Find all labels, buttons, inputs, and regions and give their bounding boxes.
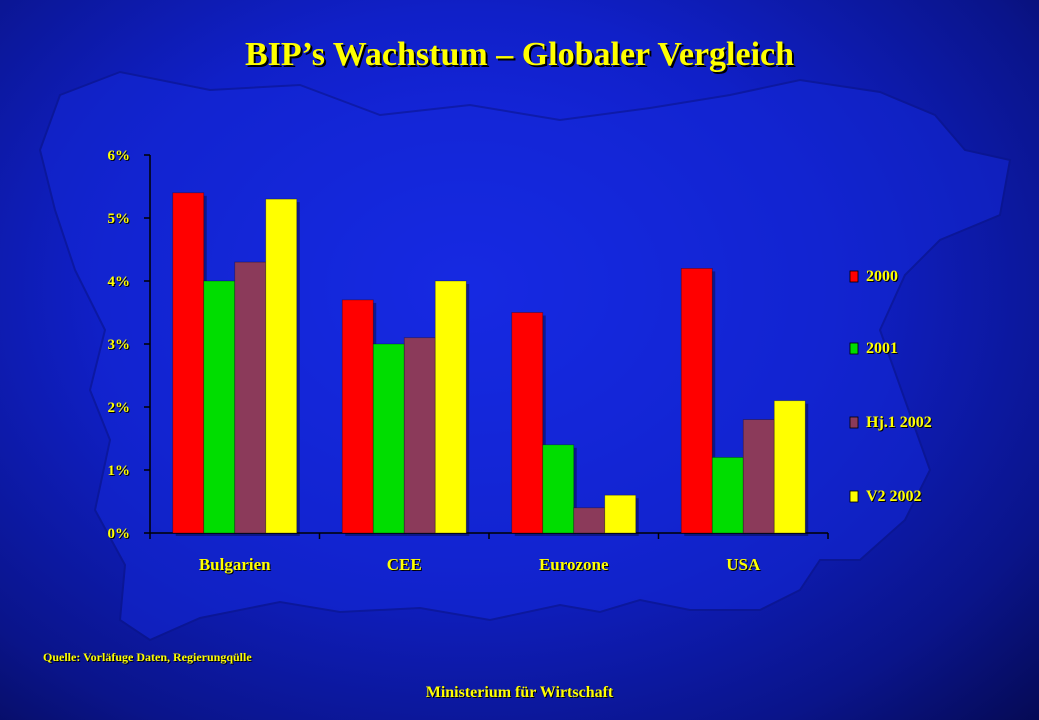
slide-title: BIP’s Wachstum – Globaler Vergleich bbox=[244, 36, 795, 73]
y-tick-label: 4% bbox=[108, 274, 131, 290]
legend-swatch bbox=[849, 270, 859, 283]
legend-label-shadow: 2000 bbox=[867, 269, 899, 286]
y-tick-label: 6% bbox=[108, 148, 131, 164]
bar-2000-cee bbox=[341, 299, 374, 534]
y-tick-label: 5% bbox=[108, 211, 131, 227]
category-label: Bulgarien bbox=[199, 555, 271, 574]
bar-2000-eurozone bbox=[511, 312, 544, 534]
category-label: USA bbox=[726, 555, 761, 574]
y-tick-label-shadow: 1% bbox=[109, 464, 132, 480]
y-axis: 0%0%1%1%2%2%3%3%4%4%5%5%6%6% bbox=[108, 148, 151, 543]
y-tick-label: 0% bbox=[108, 526, 131, 542]
bar-2000-bulgarien bbox=[172, 192, 205, 534]
legend-swatch bbox=[849, 490, 859, 503]
y-tick-label-shadow: 3% bbox=[109, 338, 132, 354]
legend-label-shadow: 2001 bbox=[867, 341, 899, 358]
y-tick-label-shadow: 5% bbox=[109, 212, 132, 228]
bar-2000-usa bbox=[680, 267, 713, 534]
source-note: Quelle: Vorläfuge Daten, Regierungqülle bbox=[43, 650, 252, 664]
bar-hj-1-2002-usa bbox=[742, 419, 775, 534]
legend-label: Hj.1 2002 bbox=[866, 414, 932, 431]
bar-2001-usa bbox=[711, 456, 744, 534]
y-tick-label-shadow: 6% bbox=[109, 149, 132, 165]
category-label-shadow: USA bbox=[727, 556, 762, 575]
category-label-shadow: Eurozone bbox=[540, 556, 610, 575]
bar-v2-2002-usa bbox=[773, 400, 806, 534]
bars bbox=[172, 192, 809, 537]
bar-v2-2002-bulgarien bbox=[265, 198, 298, 534]
bar-2001-eurozone bbox=[542, 444, 575, 534]
bar-hj-1-2002-bulgarien bbox=[234, 261, 267, 534]
bar-2001-cee bbox=[372, 343, 405, 534]
bar-v2-2002-cee bbox=[434, 280, 467, 534]
legend-label-shadow: V2 2002 bbox=[867, 489, 923, 506]
legend-label-shadow: Hj.1 2002 bbox=[867, 415, 933, 432]
y-tick-label: 1% bbox=[108, 463, 131, 479]
category-label-shadow: Bulgarien bbox=[200, 556, 272, 575]
y-tick-label: 3% bbox=[108, 337, 131, 353]
bar-hj-1-2002-eurozone bbox=[573, 507, 606, 534]
category-label: CEE bbox=[387, 555, 422, 574]
legend-label: 2001 bbox=[866, 340, 898, 357]
category-label-shadow: CEE bbox=[388, 556, 423, 575]
bar-v2-2002-eurozone bbox=[604, 494, 637, 534]
legend-swatch bbox=[849, 416, 859, 429]
y-tick-label-shadow: 4% bbox=[109, 275, 132, 291]
bar-hj-1-2002-cee bbox=[403, 337, 436, 534]
bar-2001-bulgarien bbox=[203, 280, 236, 534]
y-tick-label-shadow: 0% bbox=[109, 527, 132, 543]
legend-swatch bbox=[849, 342, 859, 355]
y-tick-label: 2% bbox=[108, 400, 131, 416]
footer-ministry: Ministerium für Wirtschaft bbox=[425, 684, 614, 701]
legend-label: 2000 bbox=[866, 268, 898, 285]
y-tick-label-shadow: 2% bbox=[109, 401, 132, 417]
category-label: Eurozone bbox=[539, 555, 609, 574]
legend-label: V2 2002 bbox=[866, 488, 922, 505]
